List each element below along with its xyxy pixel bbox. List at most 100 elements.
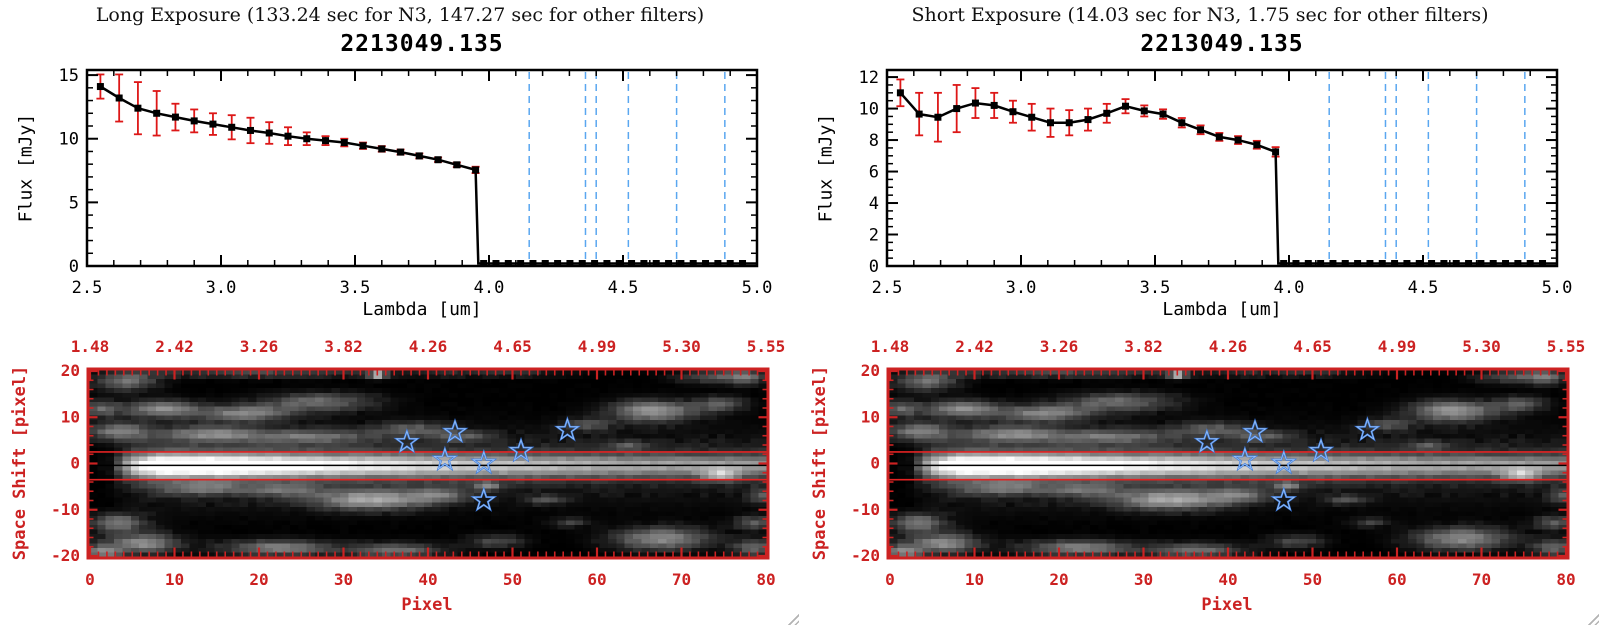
- flux-spectrum-line: [99, 85, 756, 265]
- svg-text:20: 20: [61, 361, 80, 380]
- svg-text:10: 10: [59, 130, 79, 150]
- flux-error-bars: [96, 73, 480, 174]
- svg-text:70: 70: [1472, 570, 1491, 589]
- exposure-header: Short Exposure (14.03 sec for N3, 1.75 s…: [911, 4, 1489, 26]
- svg-text:60: 60: [1387, 570, 1406, 589]
- svg-text:0: 0: [869, 257, 879, 277]
- flux-y-axis-title: Flux [mJy]: [815, 113, 837, 223]
- svg-text:5.30: 5.30: [1462, 337, 1501, 356]
- svg-text:20: 20: [1049, 570, 1068, 589]
- panel-long-exposure: Long Exposure (133.24 sec for N3, 147.27…: [10, 4, 799, 625]
- target-id-title: 2213049.135: [340, 31, 504, 57]
- exposure-header: Long Exposure (133.24 sec for N3, 147.27…: [95, 4, 705, 26]
- image-x-axis-title: Pixel: [401, 595, 453, 615]
- svg-text:2.42: 2.42: [955, 337, 994, 356]
- svg-text:0: 0: [70, 454, 80, 473]
- svg-text:2.42: 2.42: [155, 337, 194, 356]
- svg-text:10: 10: [165, 570, 184, 589]
- svg-text:4.26: 4.26: [409, 337, 448, 356]
- svg-text:10: 10: [859, 100, 879, 120]
- svg-text:0: 0: [69, 257, 79, 277]
- svg-text:60: 60: [587, 570, 606, 589]
- svg-text:4.0: 4.0: [1274, 278, 1305, 298]
- flux-data-markers: [96, 83, 480, 174]
- svg-text:40: 40: [1218, 570, 1237, 589]
- svg-text:50: 50: [503, 570, 522, 589]
- spectral-2d-image: [889, 370, 1567, 557]
- svg-text:3.26: 3.26: [1040, 337, 1079, 356]
- svg-text:-20: -20: [851, 546, 880, 565]
- flux-axes-frame: [885, 68, 1559, 268]
- svg-text:40: 40: [418, 570, 437, 589]
- svg-text:80: 80: [756, 570, 775, 589]
- svg-text:10: 10: [965, 570, 984, 589]
- svg-text:0: 0: [870, 454, 880, 473]
- svg-text:4.5: 4.5: [608, 278, 639, 298]
- reference-wavelength-dashed-lines: [1328, 72, 1526, 264]
- svg-text:4.5: 4.5: [1408, 278, 1439, 298]
- image-x-axis-title: Pixel: [1201, 595, 1253, 615]
- flux-x-axis-title: Lambda [um]: [362, 299, 482, 320]
- svg-text:6: 6: [869, 163, 879, 183]
- flux-spectrum-line: [899, 91, 1556, 265]
- flux-tick-labels: 2.5 3.0 3.5 4.0 4.5 5.0 0 2 4 6 8 10 12: [859, 68, 1573, 298]
- flux-error-bars: [896, 78, 1280, 158]
- svg-text:4.65: 4.65: [1293, 337, 1332, 356]
- svg-text:30: 30: [334, 570, 353, 589]
- svg-text:5.55: 5.55: [747, 337, 786, 356]
- svg-text:3.82: 3.82: [324, 337, 363, 356]
- svg-text:3.5: 3.5: [340, 278, 371, 298]
- svg-text:1.48: 1.48: [871, 337, 910, 356]
- svg-text:5.30: 5.30: [662, 337, 701, 356]
- svg-text:5.0: 5.0: [1542, 278, 1573, 298]
- image-y-axis-title: Space Shift [pixel]: [810, 365, 830, 561]
- svg-text:0: 0: [85, 570, 95, 589]
- svg-text:80: 80: [1556, 570, 1575, 589]
- zero-flux-markers: [480, 260, 747, 267]
- svg-text:20: 20: [249, 570, 268, 589]
- svg-text:4.99: 4.99: [578, 337, 617, 356]
- svg-text:3.0: 3.0: [1006, 278, 1037, 298]
- svg-text:50: 50: [1303, 570, 1322, 589]
- reference-wavelength-dashed-lines: [528, 72, 726, 264]
- svg-text:3.5: 3.5: [1140, 278, 1171, 298]
- svg-text:3.0: 3.0: [206, 278, 237, 298]
- spectral-2d-image: [89, 370, 767, 557]
- svg-text:2.5: 2.5: [72, 278, 103, 298]
- svg-text:15: 15: [59, 66, 79, 86]
- resize-grip[interactable]: [785, 611, 799, 625]
- svg-text:30: 30: [1134, 570, 1153, 589]
- image-y-axis-title: Space Shift [pixel]: [10, 365, 30, 561]
- svg-text:4: 4: [869, 194, 879, 214]
- svg-text:10: 10: [61, 407, 80, 426]
- svg-text:3.26: 3.26: [240, 337, 279, 356]
- panel-short-exposure: Short Exposure (14.03 sec for N3, 1.75 s…: [800, 0, 1600, 630]
- svg-text:12: 12: [859, 68, 879, 88]
- svg-text:1.48: 1.48: [71, 337, 110, 356]
- target-id-title: 2213049.135: [1140, 31, 1304, 57]
- svg-text:4.65: 4.65: [493, 337, 532, 356]
- svg-text:-10: -10: [851, 500, 880, 519]
- svg-text:5.0: 5.0: [742, 278, 773, 298]
- svg-text:5: 5: [69, 193, 79, 213]
- svg-text:8: 8: [869, 131, 879, 151]
- flux-axes-frame: [85, 68, 759, 268]
- zero-flux-markers: [1280, 260, 1547, 267]
- flux-tick-labels: 2.5 3.0 3.5 4.0 4.5 5.0 0 5 10 15: [59, 66, 773, 298]
- svg-text:4.26: 4.26: [1209, 337, 1248, 356]
- flux-data-markers: [896, 89, 1280, 156]
- svg-text:0: 0: [885, 570, 895, 589]
- svg-text:10: 10: [861, 407, 880, 426]
- svg-text:-20: -20: [51, 546, 80, 565]
- svg-text:3.82: 3.82: [1124, 337, 1163, 356]
- svg-text:70: 70: [672, 570, 691, 589]
- resize-grip[interactable]: [1585, 611, 1599, 625]
- svg-text:4.0: 4.0: [474, 278, 505, 298]
- svg-text:2.5: 2.5: [872, 278, 903, 298]
- svg-text:5.55: 5.55: [1547, 337, 1586, 356]
- svg-text:20: 20: [861, 361, 880, 380]
- svg-text:4.99: 4.99: [1378, 337, 1417, 356]
- flux-y-axis-title: Flux [mJy]: [15, 113, 37, 223]
- svg-text:2: 2: [869, 226, 879, 246]
